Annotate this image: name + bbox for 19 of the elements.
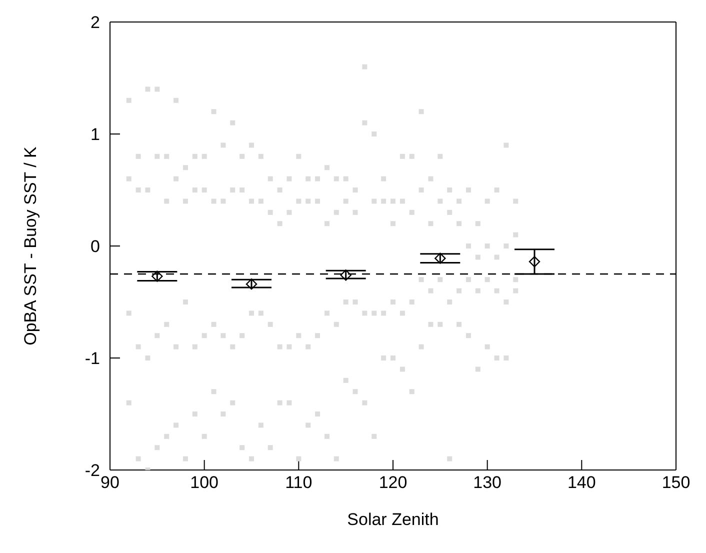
x-tick-label: 90 xyxy=(100,473,120,492)
point xyxy=(246,278,258,290)
x-tick-label: 120 xyxy=(378,473,408,492)
x-tick-label: 110 xyxy=(285,473,312,492)
point xyxy=(152,270,163,282)
y-tick-label: -1 xyxy=(84,349,100,368)
point xyxy=(434,252,446,264)
x-tick-label: 100 xyxy=(190,473,219,492)
y-axis-title: OpBA SST - Buoy SST / K xyxy=(21,146,40,346)
y-tick-label: 0 xyxy=(90,237,100,256)
x-axis-title: Solar Zenith xyxy=(347,510,439,529)
y-tick-label: 1 xyxy=(90,125,100,144)
x-tick-label: 130 xyxy=(473,473,502,492)
point xyxy=(528,256,540,268)
y-tick-label: 2 xyxy=(90,13,100,32)
y-tick-label: -2 xyxy=(84,461,100,480)
point xyxy=(340,270,352,281)
x-tick-label: 140 xyxy=(567,473,596,492)
x-tick-label: 150 xyxy=(662,473,690,492)
